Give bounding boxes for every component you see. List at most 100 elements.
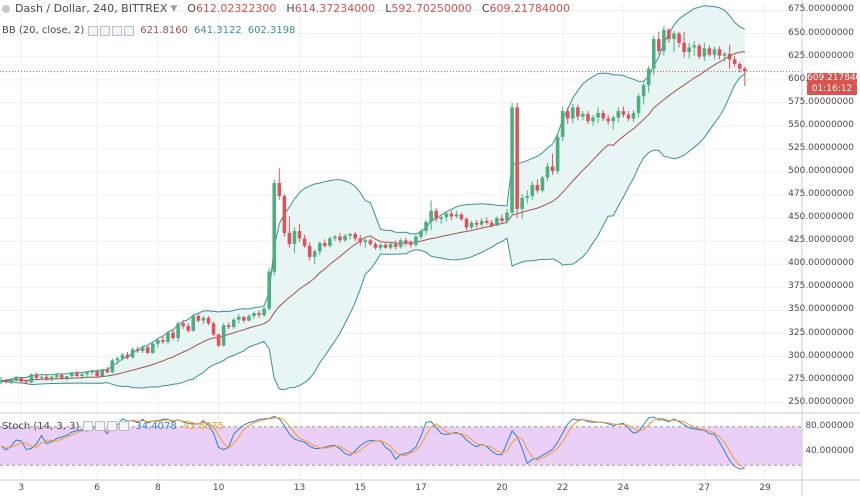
candle bbox=[732, 55, 737, 67]
candle bbox=[712, 46, 717, 60]
candle bbox=[682, 31, 686, 58]
bollinger-legend-name[interactable]: BB (20, close, 2) bbox=[2, 25, 85, 36]
candle-body bbox=[469, 222, 474, 228]
candle bbox=[398, 238, 403, 249]
candle-body bbox=[70, 373, 74, 376]
candle-body bbox=[24, 381, 29, 383]
candle bbox=[530, 181, 535, 200]
stoch-legend[interactable]: Stoch (14, 3, 3) 34.4078 43.5075 bbox=[2, 419, 224, 433]
candle-body bbox=[0, 380, 3, 383]
candlestick-series[interactable] bbox=[0, 26, 747, 385]
candle bbox=[151, 341, 155, 354]
candle-body bbox=[651, 39, 656, 69]
candle bbox=[312, 249, 317, 265]
candle bbox=[277, 168, 282, 200]
stoch-k-line bbox=[0, 415, 745, 470]
more-icon[interactable] bbox=[124, 25, 135, 36]
visibility-toggle-icon[interactable] bbox=[83, 421, 94, 431]
candle bbox=[140, 345, 145, 353]
candle bbox=[231, 317, 236, 329]
candle bbox=[490, 220, 494, 228]
candle-body bbox=[495, 218, 499, 226]
y-tick-label: 650.00000000 bbox=[788, 27, 854, 38]
candle-body bbox=[409, 243, 413, 245]
candle bbox=[576, 104, 580, 121]
x-tick-label: 13 bbox=[293, 483, 306, 493]
candle bbox=[242, 316, 246, 323]
candle bbox=[186, 323, 191, 333]
candle bbox=[176, 321, 180, 342]
candle bbox=[378, 243, 383, 251]
x-tick-label: 10 bbox=[212, 483, 225, 493]
bollinger-legend[interactable]: BB (20, close, 2) 621.8160 641.3122 602.… bbox=[2, 23, 295, 38]
candle bbox=[130, 347, 135, 359]
candle-body bbox=[348, 233, 352, 236]
candle-body bbox=[707, 48, 712, 55]
candle bbox=[4, 378, 8, 384]
candle-body bbox=[591, 117, 595, 122]
close-icon[interactable] bbox=[107, 421, 118, 431]
x-tick-label: 17 bbox=[415, 483, 427, 493]
candle-body bbox=[191, 316, 196, 331]
stochastic-panel bbox=[0, 415, 802, 470]
candle bbox=[560, 106, 565, 142]
settings-icon[interactable] bbox=[95, 421, 106, 431]
candle-body bbox=[560, 111, 565, 137]
x-tick-label: 22 bbox=[556, 483, 569, 493]
ohlc-open: O612.02322300 bbox=[187, 2, 277, 15]
settings-icon[interactable] bbox=[100, 25, 111, 36]
y-tick-label: 325.00000000 bbox=[788, 327, 854, 338]
bollinger-basis-value: 621.8160 bbox=[140, 25, 188, 36]
candle-body bbox=[302, 238, 307, 246]
stoch-legend-name[interactable]: Stoch (14, 3, 3) bbox=[2, 420, 80, 432]
visibility-toggle-icon[interactable] bbox=[88, 25, 99, 36]
candle bbox=[621, 106, 626, 118]
y-tick-label: 450.00000000 bbox=[788, 212, 854, 223]
candle-body bbox=[677, 33, 681, 43]
candle bbox=[9, 377, 13, 385]
y-tick-label: 250.00000000 bbox=[788, 396, 854, 407]
candle-body bbox=[95, 371, 99, 376]
close-icon[interactable] bbox=[112, 25, 123, 36]
candle-body bbox=[722, 53, 727, 56]
candle-body bbox=[49, 376, 54, 379]
candle bbox=[282, 194, 287, 237]
candle bbox=[181, 319, 185, 329]
y-tick-label: 300.00000000 bbox=[788, 350, 854, 361]
candle bbox=[510, 102, 514, 215]
candle-body bbox=[242, 316, 246, 321]
candle-body bbox=[586, 113, 590, 122]
candle bbox=[328, 236, 332, 248]
candle bbox=[267, 268, 271, 311]
candle bbox=[636, 93, 641, 118]
candle bbox=[171, 329, 175, 340]
candle-body bbox=[267, 271, 271, 309]
y-tick-label: 625.00000000 bbox=[788, 50, 854, 61]
candle-body bbox=[312, 251, 317, 257]
candle-body bbox=[515, 107, 519, 209]
candle-body bbox=[64, 376, 69, 378]
x-tick-label: 24 bbox=[617, 483, 630, 493]
candle bbox=[262, 306, 266, 317]
candle-body bbox=[525, 196, 530, 198]
candle bbox=[464, 217, 469, 231]
candle bbox=[479, 218, 484, 227]
more-icon[interactable] bbox=[119, 421, 130, 431]
candle-body bbox=[272, 183, 277, 272]
candle-body bbox=[237, 316, 241, 320]
candle bbox=[702, 42, 707, 62]
candle-body bbox=[424, 221, 428, 232]
candle bbox=[252, 311, 256, 319]
candle-body bbox=[444, 213, 449, 218]
candle bbox=[449, 210, 454, 220]
candle-body bbox=[449, 213, 454, 217]
candle bbox=[237, 314, 241, 324]
candle bbox=[125, 352, 130, 360]
chevron-down-icon[interactable]: ▼ bbox=[170, 3, 178, 14]
candle bbox=[388, 243, 393, 250]
x-tick-label: 3 bbox=[18, 483, 25, 493]
candle-body bbox=[156, 340, 160, 344]
symbol-title[interactable]: Dash / Dollar, 240, BITTREX bbox=[15, 2, 168, 15]
